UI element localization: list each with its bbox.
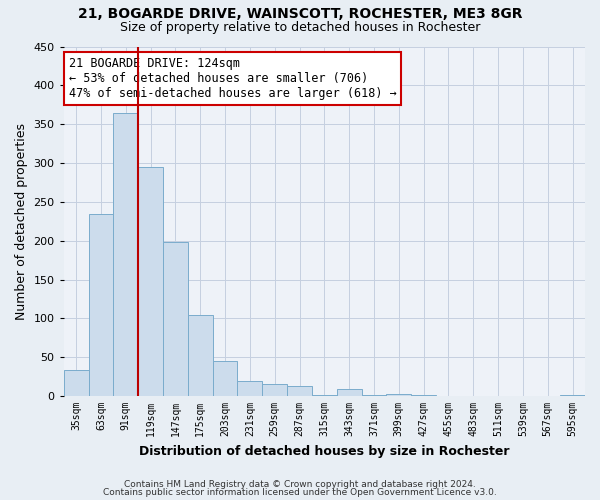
Bar	[188, 316, 212, 396]
Y-axis label: Number of detached properties: Number of detached properties	[15, 123, 28, 320]
Bar	[386, 394, 411, 396]
Bar	[138, 167, 163, 396]
Bar	[163, 242, 188, 396]
Bar	[312, 394, 337, 396]
Text: Contains HM Land Registry data © Crown copyright and database right 2024.: Contains HM Land Registry data © Crown c…	[124, 480, 476, 489]
Bar	[262, 384, 287, 396]
Bar	[64, 370, 89, 396]
Bar	[287, 386, 312, 396]
Bar	[89, 214, 113, 396]
Bar	[337, 389, 362, 396]
Text: 21, BOGARDE DRIVE, WAINSCOTT, ROCHESTER, ME3 8GR: 21, BOGARDE DRIVE, WAINSCOTT, ROCHESTER,…	[78, 8, 522, 22]
Text: Size of property relative to detached houses in Rochester: Size of property relative to detached ho…	[120, 21, 480, 34]
Text: 21 BOGARDE DRIVE: 124sqm
← 53% of detached houses are smaller (706)
47% of semi-: 21 BOGARDE DRIVE: 124sqm ← 53% of detach…	[69, 57, 397, 100]
Bar	[113, 112, 138, 396]
Text: Contains public sector information licensed under the Open Government Licence v3: Contains public sector information licen…	[103, 488, 497, 497]
X-axis label: Distribution of detached houses by size in Rochester: Distribution of detached houses by size …	[139, 444, 509, 458]
Bar	[212, 361, 238, 396]
Bar	[238, 380, 262, 396]
